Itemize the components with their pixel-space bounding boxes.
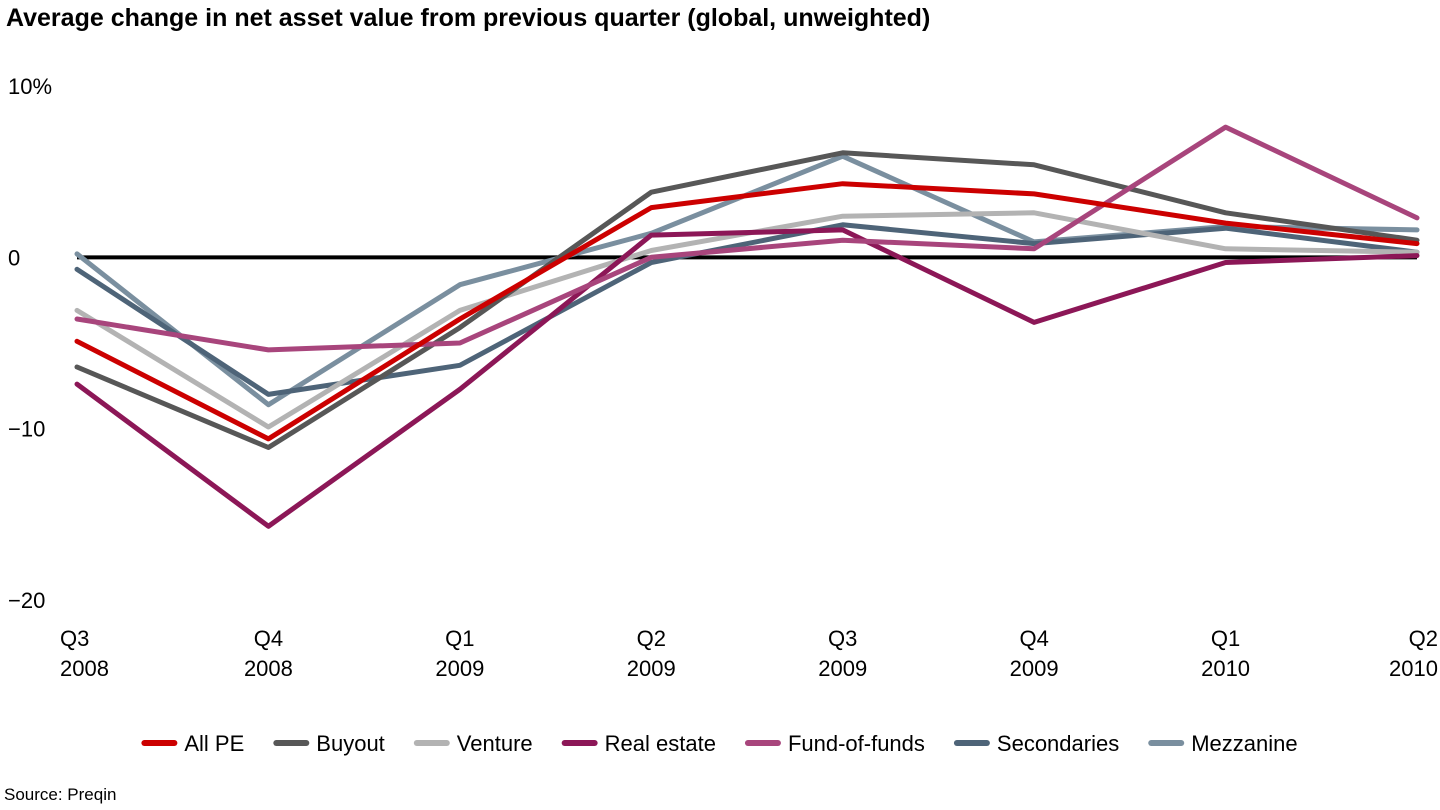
legend-label-fund-of-funds: Fund-of-funds: [788, 731, 925, 756]
legend-label-mezzanine: Mezzanine: [1191, 731, 1297, 756]
series-line-secondaries: [74, 222, 1420, 397]
y-tick-label: −20: [8, 588, 45, 613]
legend-label-all-pe: All PE: [184, 731, 244, 756]
x-tick-year: 2009: [435, 656, 484, 681]
legend-label-real-estate: Real estate: [605, 731, 716, 756]
y-tick-label: −10: [8, 417, 45, 442]
series-line-fund-of-funds: [74, 124, 1420, 353]
legend: All PE Buyout Venture Real estate Fund-of-fu…: [141, 731, 1298, 756]
x-tick-quarter: Q4: [254, 626, 283, 651]
x-tick-quarter: Q3: [60, 626, 89, 651]
x-tick-year: 2010: [1201, 656, 1250, 681]
legend-label-secondaries: Secondaries: [997, 731, 1119, 756]
chart-title: Average change in net asset value from p…: [6, 4, 931, 32]
x-tick-year: 2009: [1010, 656, 1059, 681]
x-tick-quarter: Q3: [828, 626, 857, 651]
x-tick-year: 2009: [818, 656, 867, 681]
series-line-all-pe: [74, 181, 1420, 442]
y-axis-ticks: 10% 0 −10 −20: [8, 74, 52, 613]
x-tick-year: 2008: [244, 656, 293, 681]
x-tick-year: 2010: [1389, 656, 1438, 681]
x-axis-ticks: Q3 2008 Q4 2008 Q1 2009 Q2 2009 Q3 2009 Q4 2009 Q1 20…: [60, 626, 1438, 681]
y-tick-label: 10%: [8, 74, 52, 99]
x-tick-quarter: Q2: [1409, 626, 1438, 651]
series-line-real-estate: [74, 227, 1420, 529]
series-line-buyout: [74, 150, 1420, 450]
source-note: Source: Preqin: [4, 785, 117, 804]
y-tick-label: 0: [8, 245, 20, 270]
series-lines: [74, 124, 1420, 529]
x-tick-quarter: Q2: [637, 626, 666, 651]
legend-label-venture: Venture: [457, 731, 533, 756]
x-tick-quarter: Q4: [1019, 626, 1048, 651]
x-tick-year: 2008: [60, 656, 109, 681]
legend-label-buyout: Buyout: [316, 731, 385, 756]
x-tick-quarter: Q1: [1211, 626, 1240, 651]
x-tick-year: 2009: [627, 656, 676, 681]
line-chart: 10% 0 −10 −20 Q3 2008 Q4 2008 Q1 2009 Q2 2009 Q3 200…: [8, 74, 1438, 756]
x-tick-quarter: Q1: [445, 626, 474, 651]
